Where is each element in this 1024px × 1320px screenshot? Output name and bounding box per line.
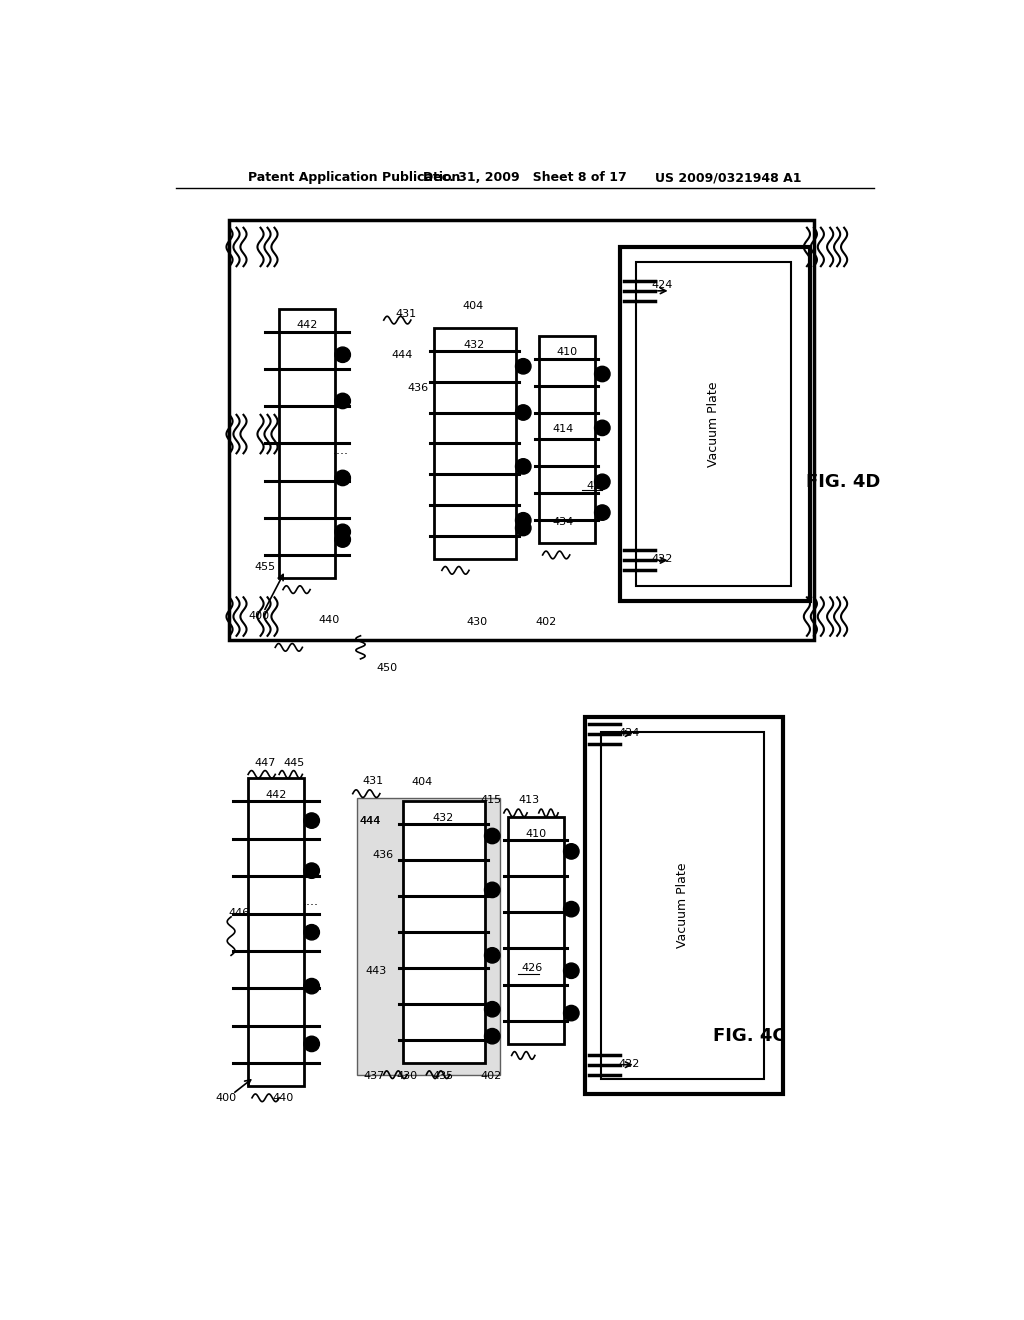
Bar: [434, 327, 515, 558]
Text: 445: 445: [283, 758, 304, 768]
Text: Dec. 31, 2009   Sheet 8 of 17: Dec. 31, 2009 Sheet 8 of 17: [423, 172, 627, 185]
Bar: [248, 779, 304, 1086]
Bar: [539, 335, 595, 544]
Text: 442: 442: [265, 791, 287, 800]
Bar: [280, 309, 335, 578]
Text: 414: 414: [553, 425, 573, 434]
Text: 422: 422: [651, 554, 673, 564]
Text: 430: 430: [396, 1072, 418, 1081]
Text: 435: 435: [432, 1072, 454, 1081]
Text: 436: 436: [372, 850, 393, 861]
Circle shape: [595, 420, 610, 436]
Text: 410: 410: [556, 347, 578, 358]
Circle shape: [515, 359, 531, 374]
Text: 402: 402: [536, 616, 557, 627]
Text: 404: 404: [412, 777, 433, 787]
Circle shape: [563, 843, 579, 859]
Circle shape: [304, 863, 319, 878]
Text: 440: 440: [272, 1093, 294, 1102]
Bar: [228, 220, 814, 640]
Circle shape: [515, 520, 531, 536]
Text: 437: 437: [364, 1072, 385, 1081]
Circle shape: [515, 512, 531, 528]
Circle shape: [484, 1028, 500, 1044]
Circle shape: [304, 978, 319, 994]
Text: Vacuum Plate: Vacuum Plate: [676, 862, 688, 948]
Circle shape: [304, 1036, 319, 1052]
Circle shape: [484, 1002, 500, 1016]
Text: 400: 400: [248, 611, 269, 620]
Circle shape: [335, 532, 350, 548]
Text: 442: 442: [296, 321, 317, 330]
Text: ....: ....: [302, 907, 318, 920]
Text: 447: 447: [254, 758, 275, 768]
Text: ....: ....: [302, 895, 318, 908]
Text: US 2009/0321948 A1: US 2009/0321948 A1: [655, 172, 802, 185]
Text: 415: 415: [480, 795, 502, 805]
Bar: [508, 817, 563, 1044]
Text: 444: 444: [391, 350, 413, 360]
Circle shape: [335, 470, 350, 486]
Text: 410: 410: [525, 829, 546, 838]
Circle shape: [484, 948, 500, 964]
Text: 443: 443: [366, 966, 387, 975]
Text: 431: 431: [395, 309, 417, 319]
Circle shape: [335, 347, 350, 363]
Text: 446: 446: [228, 908, 250, 917]
Text: 426: 426: [521, 964, 543, 973]
Text: ....: ....: [333, 433, 349, 446]
Bar: [621, 247, 810, 601]
Circle shape: [304, 924, 319, 940]
Circle shape: [515, 405, 531, 420]
Circle shape: [335, 393, 350, 409]
Bar: [356, 797, 500, 1074]
Text: 413: 413: [519, 795, 540, 805]
Text: 432: 432: [464, 339, 485, 350]
Text: 422: 422: [618, 1059, 640, 1069]
Bar: [586, 717, 783, 1094]
Text: Vacuum Plate: Vacuum Plate: [707, 381, 720, 467]
Text: 426: 426: [586, 480, 607, 491]
Text: ....: ....: [333, 445, 349, 458]
Text: 444: 444: [359, 816, 380, 825]
Circle shape: [484, 882, 500, 898]
Circle shape: [304, 813, 319, 829]
Text: 440: 440: [318, 615, 340, 626]
Text: 424: 424: [651, 280, 673, 290]
Text: 424: 424: [618, 727, 640, 738]
Text: 432: 432: [433, 813, 454, 824]
Text: 400: 400: [216, 1093, 237, 1102]
Text: 404: 404: [462, 301, 483, 312]
Circle shape: [595, 506, 610, 520]
Circle shape: [595, 366, 610, 381]
Circle shape: [563, 1006, 579, 1020]
Circle shape: [335, 524, 350, 540]
Text: 402: 402: [480, 1072, 502, 1081]
Circle shape: [515, 459, 531, 474]
Text: 431: 431: [362, 776, 384, 785]
Bar: [601, 733, 764, 1078]
Text: Patent Application Publication: Patent Application Publication: [248, 172, 461, 185]
Circle shape: [563, 964, 579, 978]
Text: FIG. 4C: FIG. 4C: [713, 1027, 785, 1045]
Text: 436: 436: [407, 383, 428, 393]
Text: 455: 455: [254, 561, 275, 572]
Circle shape: [563, 902, 579, 917]
Text: 444: 444: [359, 816, 380, 825]
Bar: [388, 323, 523, 562]
Text: 434: 434: [553, 517, 573, 527]
Circle shape: [595, 474, 610, 490]
Text: FIG. 4D: FIG. 4D: [806, 473, 881, 491]
Bar: [636, 263, 791, 586]
Text: 450: 450: [376, 663, 397, 673]
Circle shape: [484, 829, 500, 843]
Text: 430: 430: [466, 616, 487, 627]
Bar: [403, 801, 484, 1063]
